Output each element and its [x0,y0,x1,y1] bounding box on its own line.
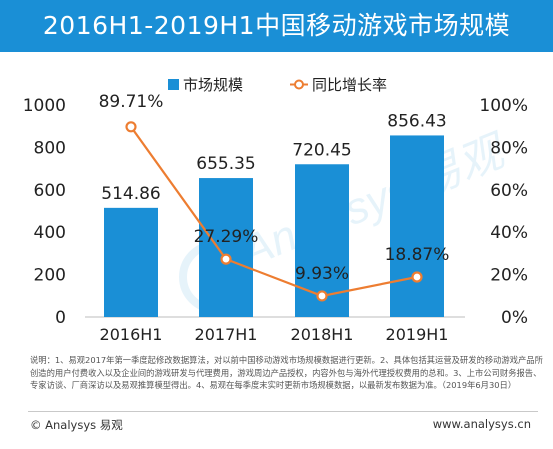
y-left-tick-label: 400 [34,223,66,243]
bar-value-label: 514.86 [101,184,160,204]
growth-point [125,121,137,133]
x-tick-label: 2016H1 [100,325,163,344]
chart: Analysys 易观 市场规模 同比增长率 02004006008001000 … [23,76,528,344]
y-right-tick-label: 100% [479,96,528,116]
x-tick-label: 2018H1 [291,325,354,344]
y-right-tick-label: 80% [490,138,528,158]
line-value-labels: 89.71% 27.29% 9.93% 18.87% [99,92,450,284]
growth-point [220,253,232,265]
x-axis-labels: 2016H1 2017H1 2018H1 2019H1 [100,325,449,344]
bar [104,207,158,317]
line-series [125,121,423,302]
y-right-tick-label: 0% [501,308,528,328]
footer-divider [28,411,538,412]
growth-value-label: 27.29% [194,227,259,247]
y-right-tick-label: 60% [490,181,528,201]
growth-value-label: 89.71% [99,92,164,112]
bar-value-label: 655.35 [196,154,255,174]
legend-label-line: 同比增长率 [312,76,387,94]
growth-point [411,271,423,283]
y-left-tick-label: 600 [34,181,66,201]
y-right-tick-label: 40% [490,223,528,243]
page-title: 2016H1-2019H1中国移动游戏市场规模 [0,0,553,52]
bar-series [104,135,444,317]
legend-swatch-marker [294,79,304,90]
growth-line [130,126,418,298]
legend-swatch-bar [168,79,179,90]
y-axis-left: 0 200 400 600 800 1000 [23,96,66,328]
chart-note: 说明：1、易观2017年第一季度起修改数据算法，对以前中国移动游戏市场规模数据进… [30,355,543,390]
bar-value-label: 856.43 [387,111,446,131]
growth-point [316,290,328,302]
growth-value-label: 9.93% [295,264,349,284]
x-tick-label: 2017H1 [195,325,258,344]
bar [199,178,253,317]
legend: 市场规模 同比增长率 [168,76,387,94]
y-left-tick-label: 200 [34,266,66,286]
y-axis-right: 0% 20% 40% 60% 80% 100% [479,96,528,328]
bar-value-label: 720.45 [292,140,351,160]
y-left-tick-label: 0 [55,308,66,328]
growth-value-label: 18.87% [385,245,450,265]
svg-text:Analysys 易观: Analysys 易观 [233,125,515,277]
bar-value-labels: 514.86 655.35 720.45 856.43 [101,111,446,203]
y-left-tick-label: 800 [34,138,66,158]
legend-label-bar: 市场规模 [183,76,243,94]
bar [390,135,444,317]
footer-brand: © Analysys 易观 [30,418,123,432]
y-right-tick-label: 20% [490,266,528,286]
y-left-tick-label: 1000 [23,96,66,116]
footer-url[interactable]: www.analysys.cn [432,417,531,431]
x-tick-label: 2019H1 [386,325,449,344]
